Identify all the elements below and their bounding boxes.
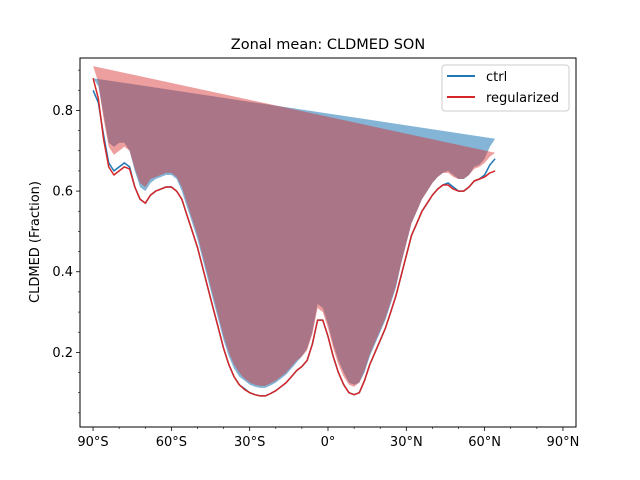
legend-label-ctrl: ctrl [486, 70, 507, 85]
legend-label-regularized: regularized [486, 91, 559, 106]
x-tick-label: 60°S [156, 435, 187, 450]
x-tick-label: 0° [321, 435, 336, 450]
y-axis-label: CLDMED (Fraction) [28, 181, 43, 303]
y-tick-label: 0.6 [52, 185, 73, 200]
band-ctrl [93, 78, 496, 388]
x-axis: 90°S 60°S 30°S 0° 30°N 60°N 90°N [77, 427, 579, 450]
line-regularized [92, 78, 496, 397]
y-tick-label: 0.4 [52, 265, 73, 280]
x-tick-label: 90°N [547, 435, 580, 450]
legend: ctrl regularized [441, 64, 570, 112]
x-tick-label: 90°S [77, 435, 108, 450]
y-tick-label: 0.8 [52, 104, 73, 119]
x-tick-label: 30°N [390, 435, 423, 450]
y-tick-label: 0.2 [52, 346, 73, 361]
y-axis: 0.2 0.4 0.6 0.8 [52, 69, 80, 414]
chart-title: Zonal mean: CLDMED SON [231, 37, 425, 53]
x-tick-label: 30°S [234, 435, 265, 450]
series-lines [92, 78, 496, 397]
confidence-bands [93, 66, 496, 388]
band-regularized [93, 66, 496, 387]
x-tick-label: 60°N [468, 435, 501, 450]
